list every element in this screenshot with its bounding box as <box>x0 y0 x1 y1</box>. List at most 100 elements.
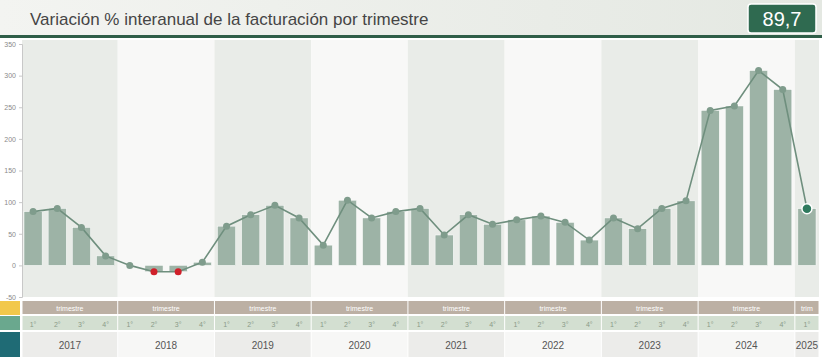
quarter-band <box>602 316 698 330</box>
point-marker <box>223 223 230 230</box>
y-tick-label: 350 <box>4 41 16 48</box>
x-tick: 1° <box>223 318 230 328</box>
chart: Variación % interanual de la facturación… <box>0 0 822 360</box>
bar <box>48 208 66 265</box>
group-header: trimestre <box>539 305 566 312</box>
x-tick-label: 2° <box>441 321 448 328</box>
x-tick-label: 1° <box>417 321 424 328</box>
x-tick: 3° <box>78 318 85 328</box>
bar <box>72 227 90 265</box>
bar <box>24 212 42 266</box>
year-cell <box>23 332 118 357</box>
x-tick: 4° <box>102 318 109 328</box>
point-marker <box>731 102 738 109</box>
x-tick-label: 1° <box>126 321 133 328</box>
x-tick-label: 2° <box>151 321 158 328</box>
point-marker <box>537 213 544 220</box>
year-label: 2018 <box>155 340 178 351</box>
point-marker <box>320 242 327 249</box>
y-tick: -50 <box>6 294 22 301</box>
x-tick: 2° <box>151 318 158 328</box>
bar <box>532 216 550 265</box>
year-label: 2017 <box>59 340 82 351</box>
point-marker <box>247 211 254 218</box>
bar <box>459 215 477 266</box>
quarter-band <box>505 316 601 330</box>
x-tick-label: 4° <box>683 321 690 328</box>
x-tick: 3° <box>368 318 375 328</box>
y-tick-mark <box>19 76 22 77</box>
x-tick-label: 1° <box>610 321 617 328</box>
year-label: 2020 <box>348 340 371 351</box>
x-tick-label: 1° <box>30 321 37 328</box>
x-tick: 4° <box>683 318 690 328</box>
bar <box>725 106 743 265</box>
x-tick-label: 1° <box>320 321 327 328</box>
x-tick: 2° <box>538 318 545 328</box>
x-tick: 1° <box>610 318 617 328</box>
x-tick: 2° <box>247 318 254 328</box>
bar <box>508 220 526 266</box>
group-header: trimestre <box>152 305 179 312</box>
quarter-band <box>312 316 408 330</box>
x-tick: 4° <box>199 318 206 328</box>
year-band <box>118 40 215 297</box>
group-header: trimestre <box>346 305 373 312</box>
bar <box>387 212 405 266</box>
y-tick: 50 <box>8 230 22 237</box>
quarter-band <box>118 316 214 330</box>
bar <box>798 209 816 266</box>
bar <box>435 235 453 265</box>
x-tick: 4° <box>586 318 593 328</box>
year-band <box>311 40 408 297</box>
year-label: 2024 <box>735 340 758 351</box>
group-header-band <box>699 301 795 314</box>
group-header-band <box>408 301 504 314</box>
y-tick-mark <box>19 202 22 203</box>
point-marker <box>489 221 496 228</box>
quarter-band <box>23 316 118 330</box>
point-marker <box>175 268 182 275</box>
point-marker <box>199 259 206 266</box>
decor-stripe <box>0 332 20 357</box>
y-tick-label: 50 <box>8 230 16 237</box>
y-tick-mark <box>19 297 22 298</box>
point-marker <box>78 224 85 231</box>
x-tick: 1° <box>30 318 37 328</box>
bar <box>629 229 647 266</box>
point-marker <box>802 204 812 214</box>
bar <box>411 208 429 265</box>
x-tick-label: 2° <box>634 321 641 328</box>
highlight-label: 89,7 <box>763 8 802 30</box>
title-bar <box>0 0 822 36</box>
group-header-band <box>602 301 698 314</box>
y-tick: 100 <box>4 199 22 206</box>
group-header-band <box>795 301 818 314</box>
y-tick-label: 300 <box>4 72 16 79</box>
point-marker <box>562 219 569 226</box>
x-tick: 2° <box>344 318 351 328</box>
point-marker <box>271 202 278 209</box>
year-cell <box>215 332 311 357</box>
bar <box>217 226 235 265</box>
year-label: 2019 <box>252 340 275 351</box>
point-marker <box>707 107 714 114</box>
y-tick: 0 <box>12 262 22 269</box>
year-label: 2025 <box>796 340 819 351</box>
year-cell <box>505 332 601 357</box>
y-tick: 150 <box>4 167 22 174</box>
x-tick: 1° <box>707 318 714 328</box>
year-label: 2021 <box>445 340 468 351</box>
x-tick-label: 3° <box>272 321 279 328</box>
bar <box>774 90 792 266</box>
y-tick-mark <box>19 265 22 266</box>
y-tick-label: 150 <box>4 167 16 174</box>
bar <box>363 218 381 265</box>
x-tick-label: 4° <box>489 321 496 328</box>
x-tick-label: 4° <box>199 321 206 328</box>
x-tick: 1° <box>126 318 133 328</box>
decor-stripe <box>0 316 20 330</box>
x-tick-label: 3° <box>658 321 665 328</box>
y-tick-mark <box>19 139 22 140</box>
x-tick: 4° <box>392 318 399 328</box>
